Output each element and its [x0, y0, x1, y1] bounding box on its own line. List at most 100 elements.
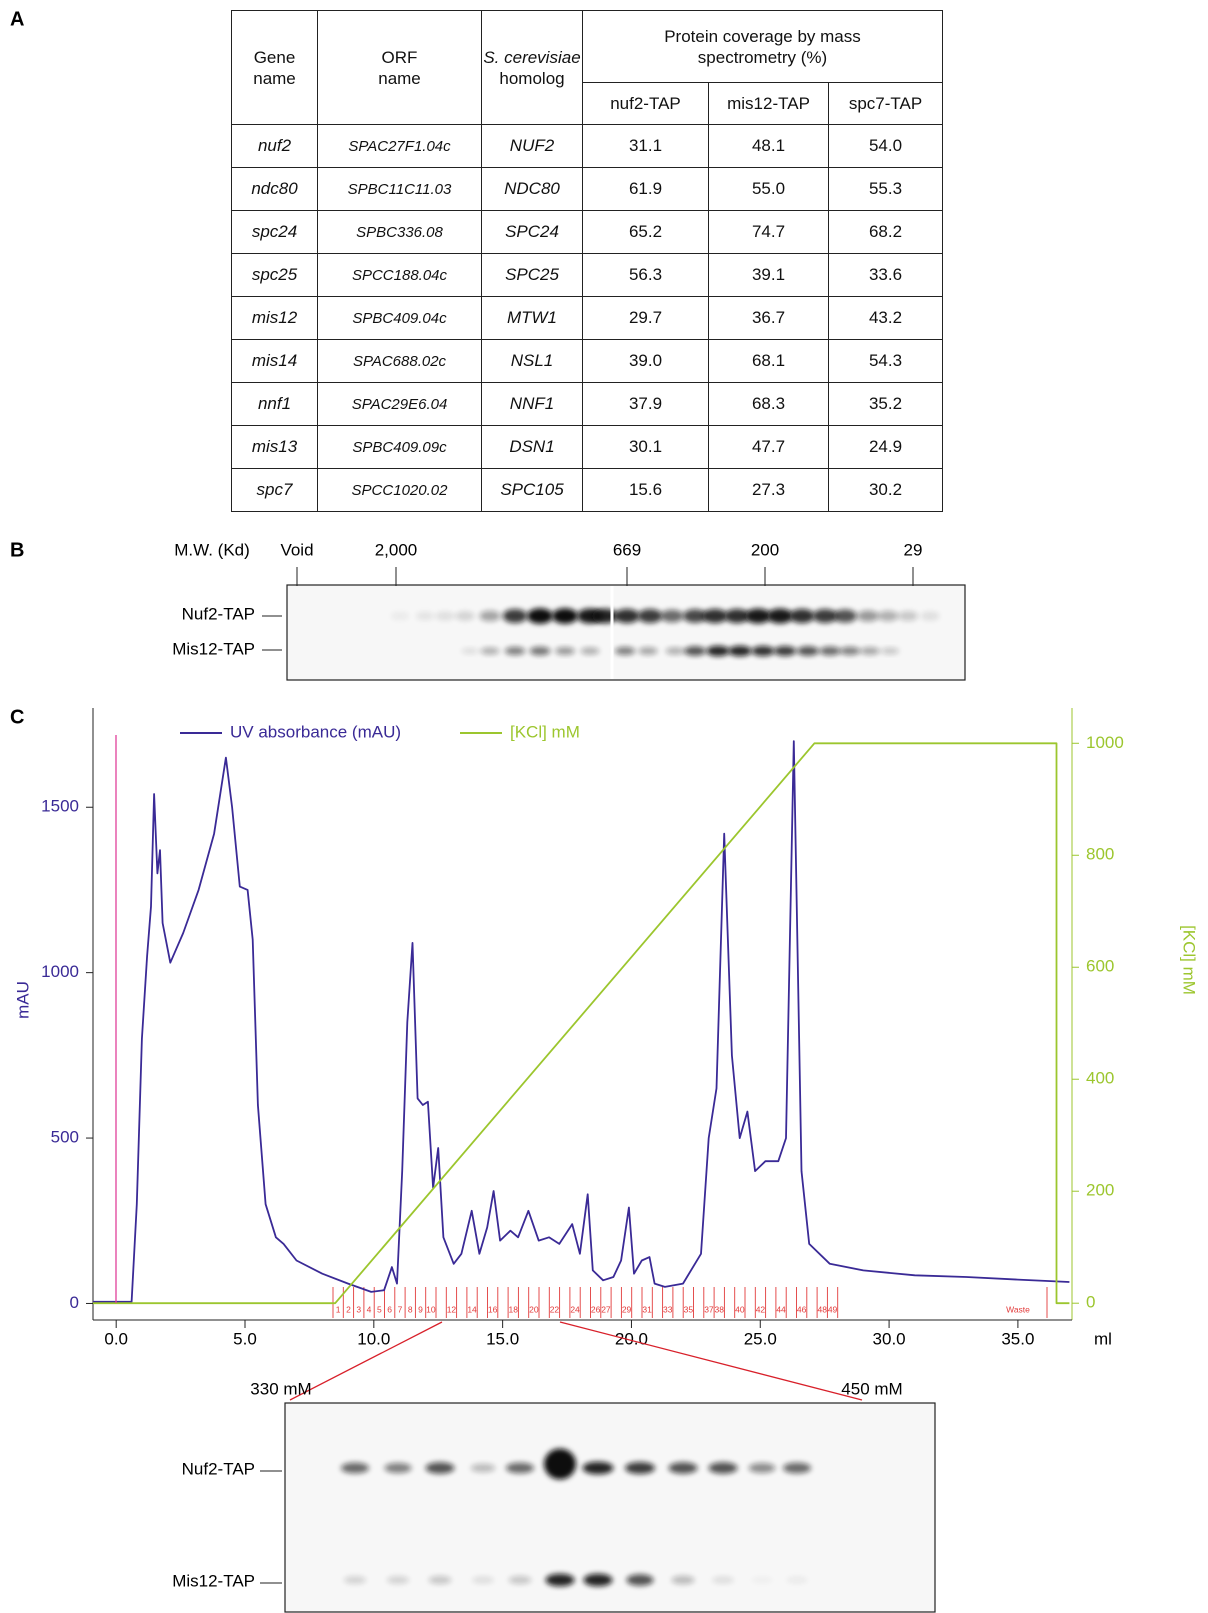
- band: [583, 1574, 612, 1587]
- table-cell: 29.7: [583, 297, 709, 340]
- table-cell: 68.3: [709, 383, 829, 426]
- band: [666, 647, 685, 655]
- fraction-label: 5: [377, 1304, 382, 1314]
- fraction-label: 6: [387, 1304, 392, 1314]
- series-line: [93, 743, 1069, 1303]
- table-cell: 47.7: [709, 426, 829, 469]
- band: [703, 609, 728, 623]
- band: [878, 611, 899, 622]
- band: [480, 611, 501, 622]
- header-cell: mis12-TAP: [709, 83, 829, 125]
- table-cell: NNF1: [482, 383, 583, 426]
- y-tick-label: 500: [51, 1128, 79, 1147]
- band: [921, 611, 940, 620]
- mw-marker: 200: [751, 540, 779, 559]
- band: [581, 647, 600, 655]
- table-cell: 68.2: [829, 211, 943, 254]
- table-cell: 74.7: [709, 211, 829, 254]
- band: [790, 609, 815, 623]
- band: [749, 1463, 776, 1473]
- table-cell: 33.6: [829, 254, 943, 297]
- lane-label: Nuf2-TAP: [182, 604, 255, 623]
- band: [708, 1462, 737, 1473]
- table-cell: 54.0: [829, 125, 943, 168]
- band: [503, 609, 527, 623]
- table-body: nuf2SPAC27F1.04cNUF231.148.154.0ndc80SPB…: [232, 125, 943, 512]
- band: [391, 612, 410, 621]
- table-cell: 31.1: [583, 125, 709, 168]
- band: [661, 610, 684, 623]
- table-cell: MTW1: [482, 297, 583, 340]
- table-cell: NUF2: [482, 125, 583, 168]
- table-cell: ndc80: [232, 168, 318, 211]
- x-tick-label: 5.0: [233, 1329, 257, 1348]
- x-tick-label: 35.0: [1001, 1329, 1034, 1348]
- band: [425, 1462, 454, 1473]
- lane-label: Nuf2-TAP: [182, 1459, 255, 1478]
- table-cell: SPC105: [482, 469, 583, 512]
- band: [638, 609, 662, 623]
- fraction-label: 12: [447, 1304, 457, 1314]
- table-cell: 15.6: [583, 469, 709, 512]
- table-cell: 56.3: [583, 254, 709, 297]
- header-cell: spc7-TAP: [829, 83, 943, 125]
- table-cell: SPBC409.09c: [318, 426, 482, 469]
- table-cell: 43.2: [829, 297, 943, 340]
- x-tick-label: 15.0: [486, 1329, 519, 1348]
- band: [840, 647, 860, 656]
- fraction-label: 16: [488, 1304, 498, 1314]
- table-cell: 30.1: [583, 426, 709, 469]
- table-cell: mis13: [232, 426, 318, 469]
- panel-label: B: [10, 539, 24, 561]
- fraction-label: 1: [336, 1304, 341, 1314]
- table-cell: NSL1: [482, 340, 583, 383]
- y2-axis-label: [KCl] mM: [1180, 925, 1199, 995]
- fraction-label: 9: [418, 1304, 423, 1314]
- fraction-label: 46: [797, 1304, 807, 1314]
- band: [429, 1576, 452, 1584]
- y-tick-label: 0: [70, 1293, 79, 1312]
- band: [625, 1462, 655, 1474]
- table-cell: 27.3: [709, 469, 829, 512]
- figure-page: A B C M.W. (Kd) Nuf2-TAP Mis12-TAP 05001…: [0, 0, 1208, 1613]
- table-row: mis12SPBC409.04cMTW129.736.743.2: [232, 297, 943, 340]
- table-cell: 55.0: [709, 168, 829, 211]
- table-cell: mis14: [232, 340, 318, 383]
- table-cell: 39.0: [583, 340, 709, 383]
- band: [712, 1576, 734, 1584]
- fraction-label: 48: [818, 1304, 828, 1314]
- band: [527, 608, 553, 623]
- band: [684, 646, 706, 656]
- y2-tick-label: 600: [1086, 957, 1114, 976]
- band: [898, 611, 918, 621]
- panel-label: C: [10, 706, 24, 728]
- band: [552, 608, 578, 623]
- band: [436, 611, 455, 620]
- header-cell: Protein coverage by mass spectrometry (%…: [583, 11, 943, 83]
- coverage-table: Gene name ORF name S. cerevisiaehomolog …: [231, 10, 943, 512]
- band: [544, 1449, 576, 1480]
- x-tick-label: 10.0: [357, 1329, 390, 1348]
- x-tick-label: 30.0: [873, 1329, 906, 1348]
- band: [783, 1463, 811, 1474]
- header-text: Protein coverage by mass spectrometry (%…: [643, 26, 883, 68]
- band: [530, 647, 551, 656]
- fraction-label: 37: [704, 1304, 714, 1314]
- band: [582, 1462, 613, 1475]
- band: [728, 646, 751, 657]
- legend-label: [KCl] mM: [510, 722, 580, 741]
- band: [751, 1576, 772, 1583]
- x-axis-label: ml: [1094, 1329, 1112, 1348]
- band: [455, 611, 474, 620]
- band: [384, 1463, 411, 1473]
- y2-tick-label: 400: [1086, 1069, 1114, 1088]
- table-cell: nuf2: [232, 125, 318, 168]
- range-label: 330 mM: [250, 1379, 311, 1398]
- fraction-label: 24: [570, 1304, 580, 1314]
- y-tick-label: 1000: [41, 962, 79, 981]
- band: [615, 609, 640, 623]
- fraction-label: 26: [591, 1304, 601, 1314]
- header-text: S. cerevisiae: [482, 47, 582, 68]
- x-tick-label: 0.0: [104, 1329, 128, 1348]
